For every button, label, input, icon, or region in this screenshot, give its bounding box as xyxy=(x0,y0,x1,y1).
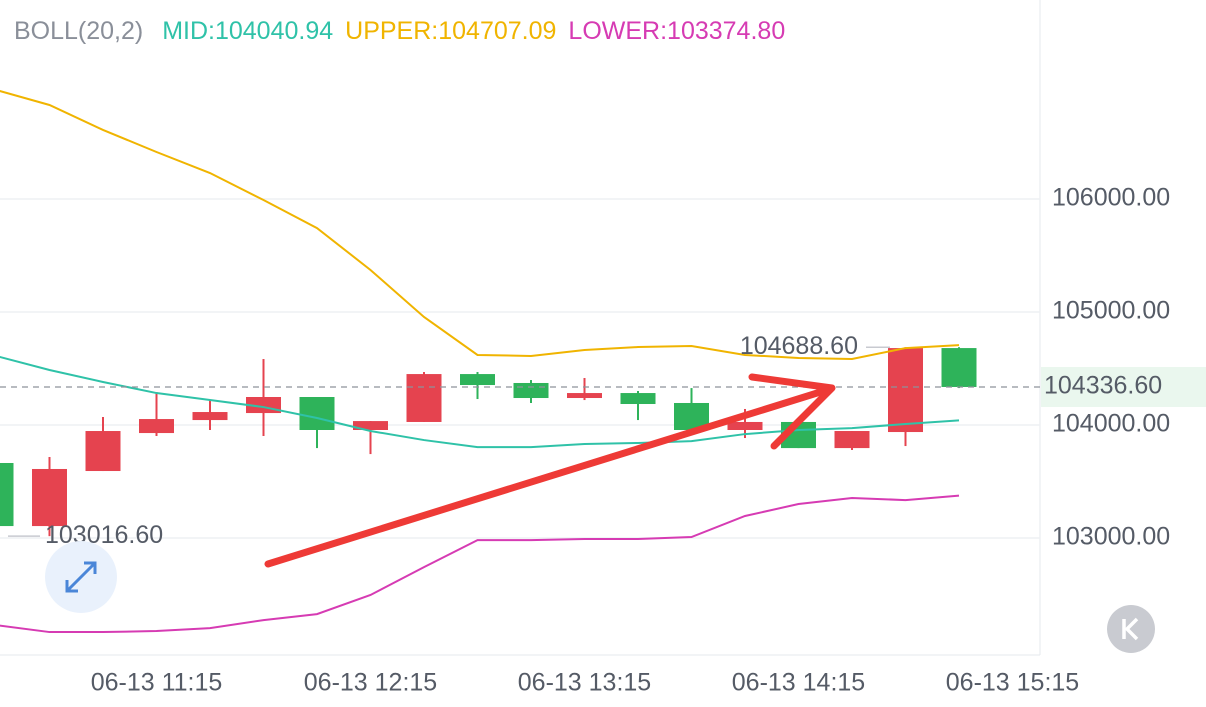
expand-icon[interactable] xyxy=(65,561,97,593)
x-tick-label: 06-13 13:15 xyxy=(518,669,651,697)
y-tick-label: 105000.00 xyxy=(1052,297,1170,325)
candle-body xyxy=(567,393,602,399)
x-tick-label: 06-13 14:15 xyxy=(732,669,865,697)
candle-body xyxy=(513,382,549,399)
plot xyxy=(0,90,977,634)
candle-body xyxy=(460,374,495,386)
last-price-label: 104336.60 xyxy=(1044,372,1162,400)
k-icon[interactable] xyxy=(1122,617,1139,641)
legend-entry: MID:104040.94 xyxy=(162,17,333,45)
candle-body xyxy=(620,393,656,405)
arrow-shaft xyxy=(264,385,834,568)
arrow-head xyxy=(748,373,836,450)
last-price-bg xyxy=(1041,366,1206,407)
y-tick-label: 103000.00 xyxy=(1052,523,1170,551)
y-tick-label: 106000.00 xyxy=(1052,184,1170,212)
x-tick-label: 06-13 12:15 xyxy=(304,669,437,697)
candle-body xyxy=(941,348,977,387)
candle-body xyxy=(32,468,67,527)
candle-body xyxy=(299,397,335,430)
legend-entry: LOWER:103374.80 xyxy=(568,17,785,45)
y-tick-label: 104000.00 xyxy=(1052,410,1170,438)
k-button-bg[interactable] xyxy=(1107,605,1155,653)
candle-body xyxy=(139,419,174,434)
high-label: 104688.60 xyxy=(740,332,858,360)
x-tick-label: 06-13 11:15 xyxy=(91,669,223,697)
x-tick-label: 06-13 15:15 xyxy=(946,669,1079,697)
grid: 103000.00 104000.00 105000.00 106000.00 06-1… xyxy=(0,184,1170,697)
candle-body xyxy=(888,348,923,433)
candle-body xyxy=(192,412,228,421)
legend-entry: UPPER:104707.09 xyxy=(345,17,556,45)
low-label: 103016.60 xyxy=(45,521,163,549)
candle-body xyxy=(85,431,121,472)
drawn-arrow xyxy=(264,373,836,568)
candle-body xyxy=(0,462,14,527)
boll-line xyxy=(0,355,960,449)
legend: BOLL(20,2) MID:104040.94 UPPER:104707.09 L… xyxy=(14,17,785,45)
expand-button[interactable] xyxy=(45,541,117,613)
candle-body xyxy=(834,431,870,449)
candle-body xyxy=(406,374,442,422)
k-button[interactable] xyxy=(1107,605,1155,653)
boll-line xyxy=(0,90,960,361)
annotations: 104688.60 103016.60 104336.60 xyxy=(0,332,1206,549)
candle-body xyxy=(727,421,763,430)
candle-body xyxy=(353,421,388,430)
indicator-label: BOLL(20,2) xyxy=(14,17,143,45)
boll-line xyxy=(0,494,960,634)
